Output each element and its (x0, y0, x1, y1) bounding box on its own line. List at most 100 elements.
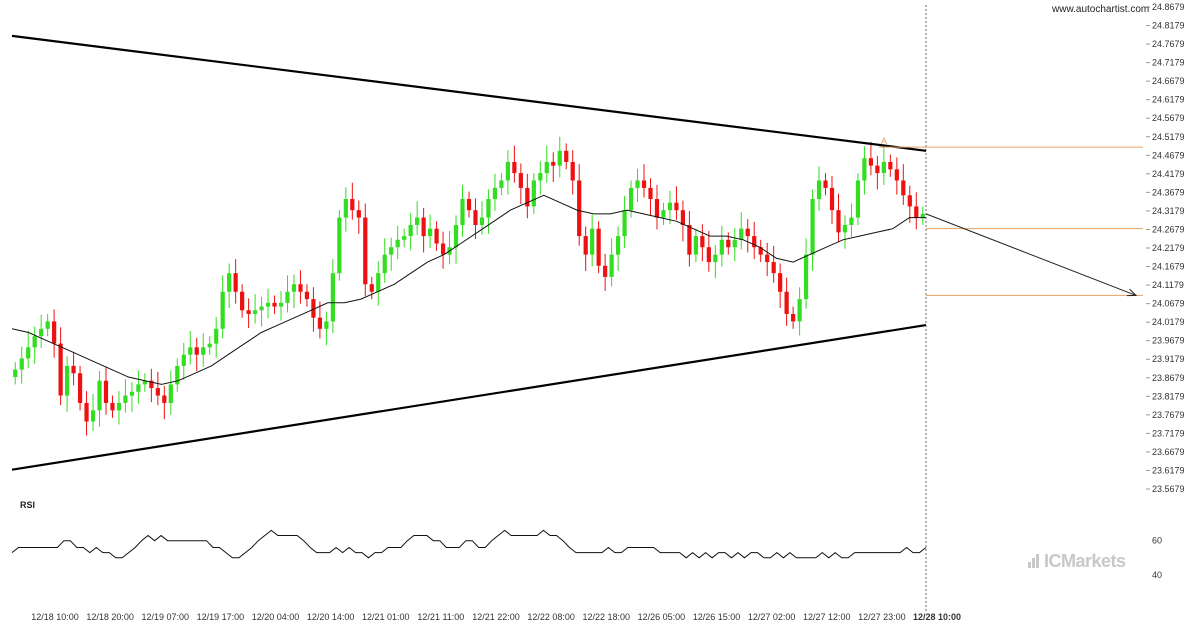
candle-body (181, 354, 186, 366)
candle-body (123, 395, 128, 403)
candle-body (26, 347, 31, 359)
candle-body (71, 365, 76, 374)
candle-body (531, 180, 536, 207)
candle-body (603, 265, 608, 277)
candle-body (129, 391, 135, 396)
candle-body (920, 213, 925, 218)
candle-body (622, 210, 627, 237)
y-tick-label: 23.7679 (1152, 410, 1185, 420)
candle-body (330, 273, 335, 322)
candle-body (732, 239, 737, 248)
y-tick-label: 24.5179 (1152, 132, 1185, 142)
candle-body (680, 210, 686, 225)
y-tick-label: 23.6179 (1152, 465, 1185, 475)
x-tick-label: 12/22 08:00 (527, 612, 575, 622)
candle-body (103, 380, 109, 403)
candle-body (298, 284, 303, 292)
candle-body (888, 161, 893, 170)
broker-logo: ICMarkets (1028, 551, 1126, 572)
y-tick-label: 24.0179 (1152, 317, 1185, 327)
candle-body (719, 239, 724, 255)
candle-body (382, 254, 387, 274)
candle-body (641, 180, 647, 188)
candle-body (499, 180, 504, 188)
x-tick-label: 12/19 17:00 (197, 612, 245, 622)
y-tick-label: 24.1179 (1152, 280, 1184, 290)
support-line (11, 323, 927, 471)
candle-body (862, 158, 867, 181)
candle-body (453, 224, 459, 248)
time-axis: 12/18 10:00 12/18 20:00 12/19 07:00 12/19 1… (31, 5, 961, 622)
y-tick-label: 24.6679 (1152, 76, 1185, 86)
moving-average-line (11, 194, 926, 385)
candle-body (914, 206, 919, 218)
rsi-line (11, 529, 927, 559)
candle-body (810, 199, 815, 255)
candle-body (32, 336, 37, 348)
candle-body (272, 302, 277, 307)
candle-body (823, 180, 828, 188)
x-tick-label: 12/20 04:00 (252, 612, 300, 622)
candle-body (194, 347, 199, 355)
candle-body (149, 380, 154, 389)
candle-body (402, 236, 407, 240)
candle-body (168, 384, 173, 403)
y-tick-label: 24.2679 (1152, 224, 1185, 234)
candle-body (784, 291, 789, 314)
candle-body (868, 158, 874, 166)
y-tick-label: 23.7179 (1152, 428, 1185, 438)
candle-body (324, 321, 329, 329)
candle-body (791, 313, 796, 322)
candle-body (155, 388, 160, 396)
candle-body (39, 328, 44, 337)
candle-body (674, 202, 679, 211)
y-tick-label: 23.8679 (1152, 373, 1185, 383)
candle-body (356, 210, 361, 218)
candle-body (907, 195, 912, 207)
candle-body (842, 224, 848, 233)
candle-body (220, 291, 225, 329)
candle-body (265, 302, 271, 307)
candle-body (505, 161, 511, 181)
candle-body (473, 210, 478, 225)
candle-body (583, 236, 588, 255)
candle-body (492, 187, 498, 200)
candle-body (765, 254, 770, 263)
price-axis: 24.8679 24.8179 24.7679 24.7179 24.6679 24.61… (1146, 2, 1185, 494)
y-tick-label: 24.2179 (1152, 243, 1185, 253)
candle-body (752, 236, 757, 248)
y-tick-label: 24.7679 (1152, 39, 1185, 49)
candle-body (246, 310, 251, 314)
candle-body (479, 217, 485, 225)
site-url[interactable]: www.autochartist.com (1052, 4, 1150, 15)
candle-body (726, 239, 731, 248)
candle-body (557, 150, 562, 166)
candle-body (544, 161, 549, 174)
candle-body (369, 284, 374, 292)
candle-body (77, 373, 83, 403)
candle-body (901, 180, 906, 196)
y-tick-label: 23.8179 (1152, 391, 1185, 401)
candle-body (693, 236, 698, 255)
candle-body (45, 321, 50, 329)
candle-body (771, 262, 776, 274)
candle-body (415, 217, 420, 225)
candle-body (350, 199, 355, 211)
candle-body (654, 199, 660, 218)
candle-body (188, 347, 193, 355)
candle-body (700, 236, 705, 248)
candle-body (836, 210, 841, 233)
candle-body (687, 224, 692, 255)
candle-body (596, 228, 601, 266)
candle-body (317, 317, 323, 329)
candle-body (175, 365, 180, 385)
candle-body (434, 228, 439, 244)
x-tick-label: 12/27 23:00 (858, 612, 906, 622)
candle-body (635, 180, 640, 188)
rsi-tick-label: 60 (1152, 536, 1162, 546)
candle-body (278, 302, 284, 307)
x-tick-label: 12/21 01:00 (362, 612, 410, 622)
candle-body (376, 273, 381, 292)
point-a-label: A (881, 136, 887, 146)
candle-body (110, 402, 115, 411)
